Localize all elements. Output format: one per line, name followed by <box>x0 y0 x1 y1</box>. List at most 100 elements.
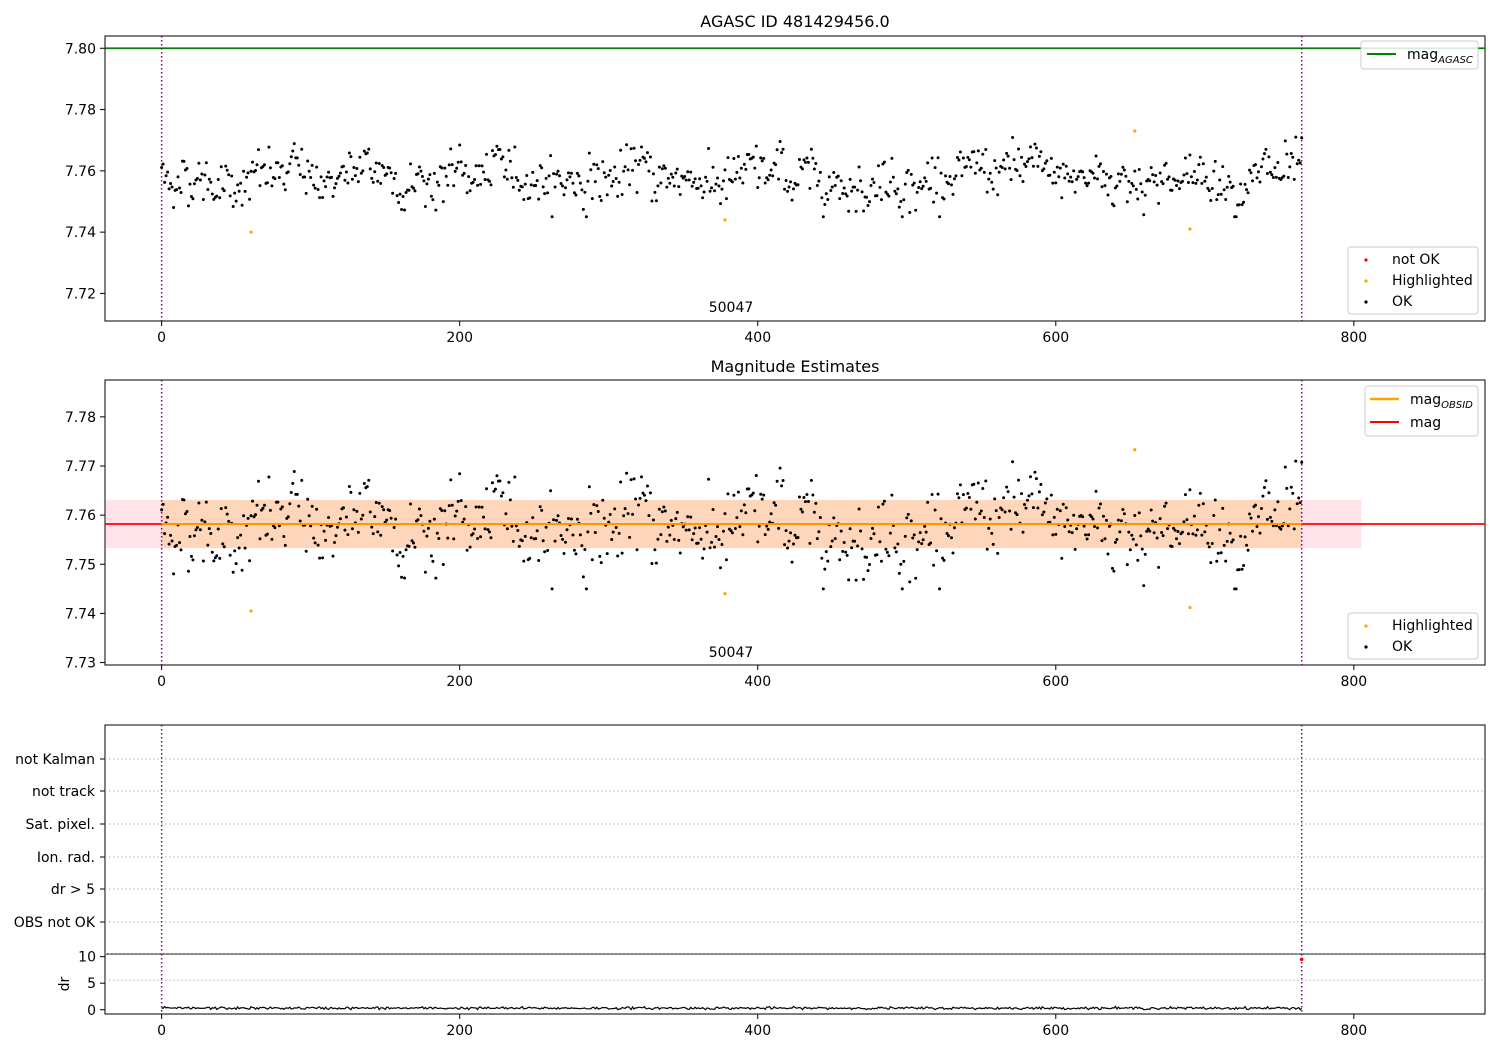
ok-point <box>203 520 207 524</box>
ok-point <box>511 185 515 189</box>
ok-point <box>447 163 451 167</box>
ok-point <box>774 163 778 167</box>
panel-agasc-legend-upper[interactable]: magAGASC <box>1360 40 1479 70</box>
ok-point <box>507 480 511 484</box>
y-tick-label: 7.78 <box>65 410 96 426</box>
ok-point <box>1227 174 1231 178</box>
panel-estimates-ticks: 0 200 400 600 800 7.73 7.74 7.75 7.76 7.77 7.78 <box>65 410 1367 690</box>
ok-point <box>808 541 812 545</box>
ok-point <box>696 541 700 545</box>
ok-point <box>1216 193 1220 197</box>
ok-point <box>1166 177 1170 181</box>
highlighted-point <box>249 609 253 613</box>
ok-point <box>607 173 611 177</box>
ok-point <box>420 175 424 179</box>
ok-point <box>288 162 292 166</box>
ok-point <box>206 543 210 547</box>
ok-point <box>286 515 290 519</box>
ok-point <box>626 168 630 172</box>
ok-point <box>1134 543 1138 547</box>
ok-point <box>1052 515 1056 519</box>
panel-estimates-legend-lower[interactable]: Highlighted OK <box>1347 612 1479 660</box>
panel-dr-marks <box>160 954 1304 1014</box>
ok-point <box>265 181 269 185</box>
ok-point <box>777 177 781 181</box>
ok-point <box>431 559 435 563</box>
ok-point <box>805 493 809 497</box>
ok-point <box>581 575 585 579</box>
ok-point <box>952 526 956 530</box>
ok-point <box>914 576 918 580</box>
ok-point <box>668 533 672 537</box>
ok-point <box>188 182 192 186</box>
ok-point <box>1042 167 1046 171</box>
ok-point <box>392 177 396 181</box>
ok-point <box>651 172 655 176</box>
ok-point <box>204 500 208 504</box>
ok-point <box>1288 507 1292 511</box>
ok-point <box>997 515 1001 519</box>
ok-point <box>912 533 916 537</box>
ok-point <box>1021 180 1025 184</box>
ok-point <box>1270 519 1274 523</box>
ok-point <box>431 198 435 202</box>
ok-point <box>672 184 676 188</box>
ok-point <box>1154 173 1158 177</box>
ok-point <box>453 169 457 173</box>
ok-point <box>1246 191 1250 195</box>
ok-point <box>997 170 1001 174</box>
ok-point <box>802 158 806 162</box>
ok-point <box>391 549 395 553</box>
ok-point <box>932 563 936 567</box>
ok-point <box>742 503 746 507</box>
ok-point <box>490 481 494 485</box>
ok-point <box>870 526 874 530</box>
ok-point <box>537 558 541 562</box>
ok-point <box>1063 176 1067 180</box>
ok-point <box>565 528 569 532</box>
ok-point <box>616 554 620 558</box>
ok-point <box>1209 198 1213 202</box>
ok-point <box>1033 142 1037 146</box>
ok-point <box>303 175 307 179</box>
ok-point <box>324 185 328 189</box>
ok-point <box>186 204 190 208</box>
ok-point <box>724 558 728 562</box>
ok-point <box>337 174 341 178</box>
ok-point <box>286 170 290 174</box>
ok-point <box>973 171 977 175</box>
ok-point <box>1119 172 1123 176</box>
ok-point <box>552 518 556 522</box>
ok-point <box>349 490 353 494</box>
ok-point <box>270 184 274 188</box>
ok-point <box>857 165 861 169</box>
ok-point <box>792 542 796 546</box>
panel-estimates-legend-upper[interactable]: magOBSID mag <box>1364 385 1479 437</box>
ok-point <box>806 160 810 164</box>
ok-point <box>654 561 658 565</box>
ok-point <box>358 155 362 159</box>
ok-point <box>1020 492 1024 496</box>
ok-point <box>204 161 208 165</box>
ok-point <box>1276 500 1280 504</box>
ok-point <box>1286 524 1290 528</box>
ok-point <box>876 164 880 168</box>
ok-point <box>367 147 371 151</box>
ok-point <box>578 181 582 185</box>
ok-point <box>461 520 465 524</box>
ok-point <box>429 554 433 558</box>
ok-point <box>306 497 310 501</box>
ok-point <box>1149 508 1153 512</box>
panel-agasc-legend-lower[interactable]: not OK Highlighted OK <box>1347 246 1479 315</box>
ok-point <box>723 512 727 516</box>
ok-point <box>625 143 629 147</box>
ok-point <box>289 491 293 495</box>
ok-point <box>1082 524 1086 528</box>
ok-point <box>988 517 992 521</box>
ok-point <box>434 208 438 212</box>
ok-point <box>1195 178 1199 182</box>
ok-point <box>830 539 834 543</box>
ok-point <box>1100 185 1104 189</box>
ok-point <box>868 200 872 204</box>
ok-point <box>768 520 772 524</box>
